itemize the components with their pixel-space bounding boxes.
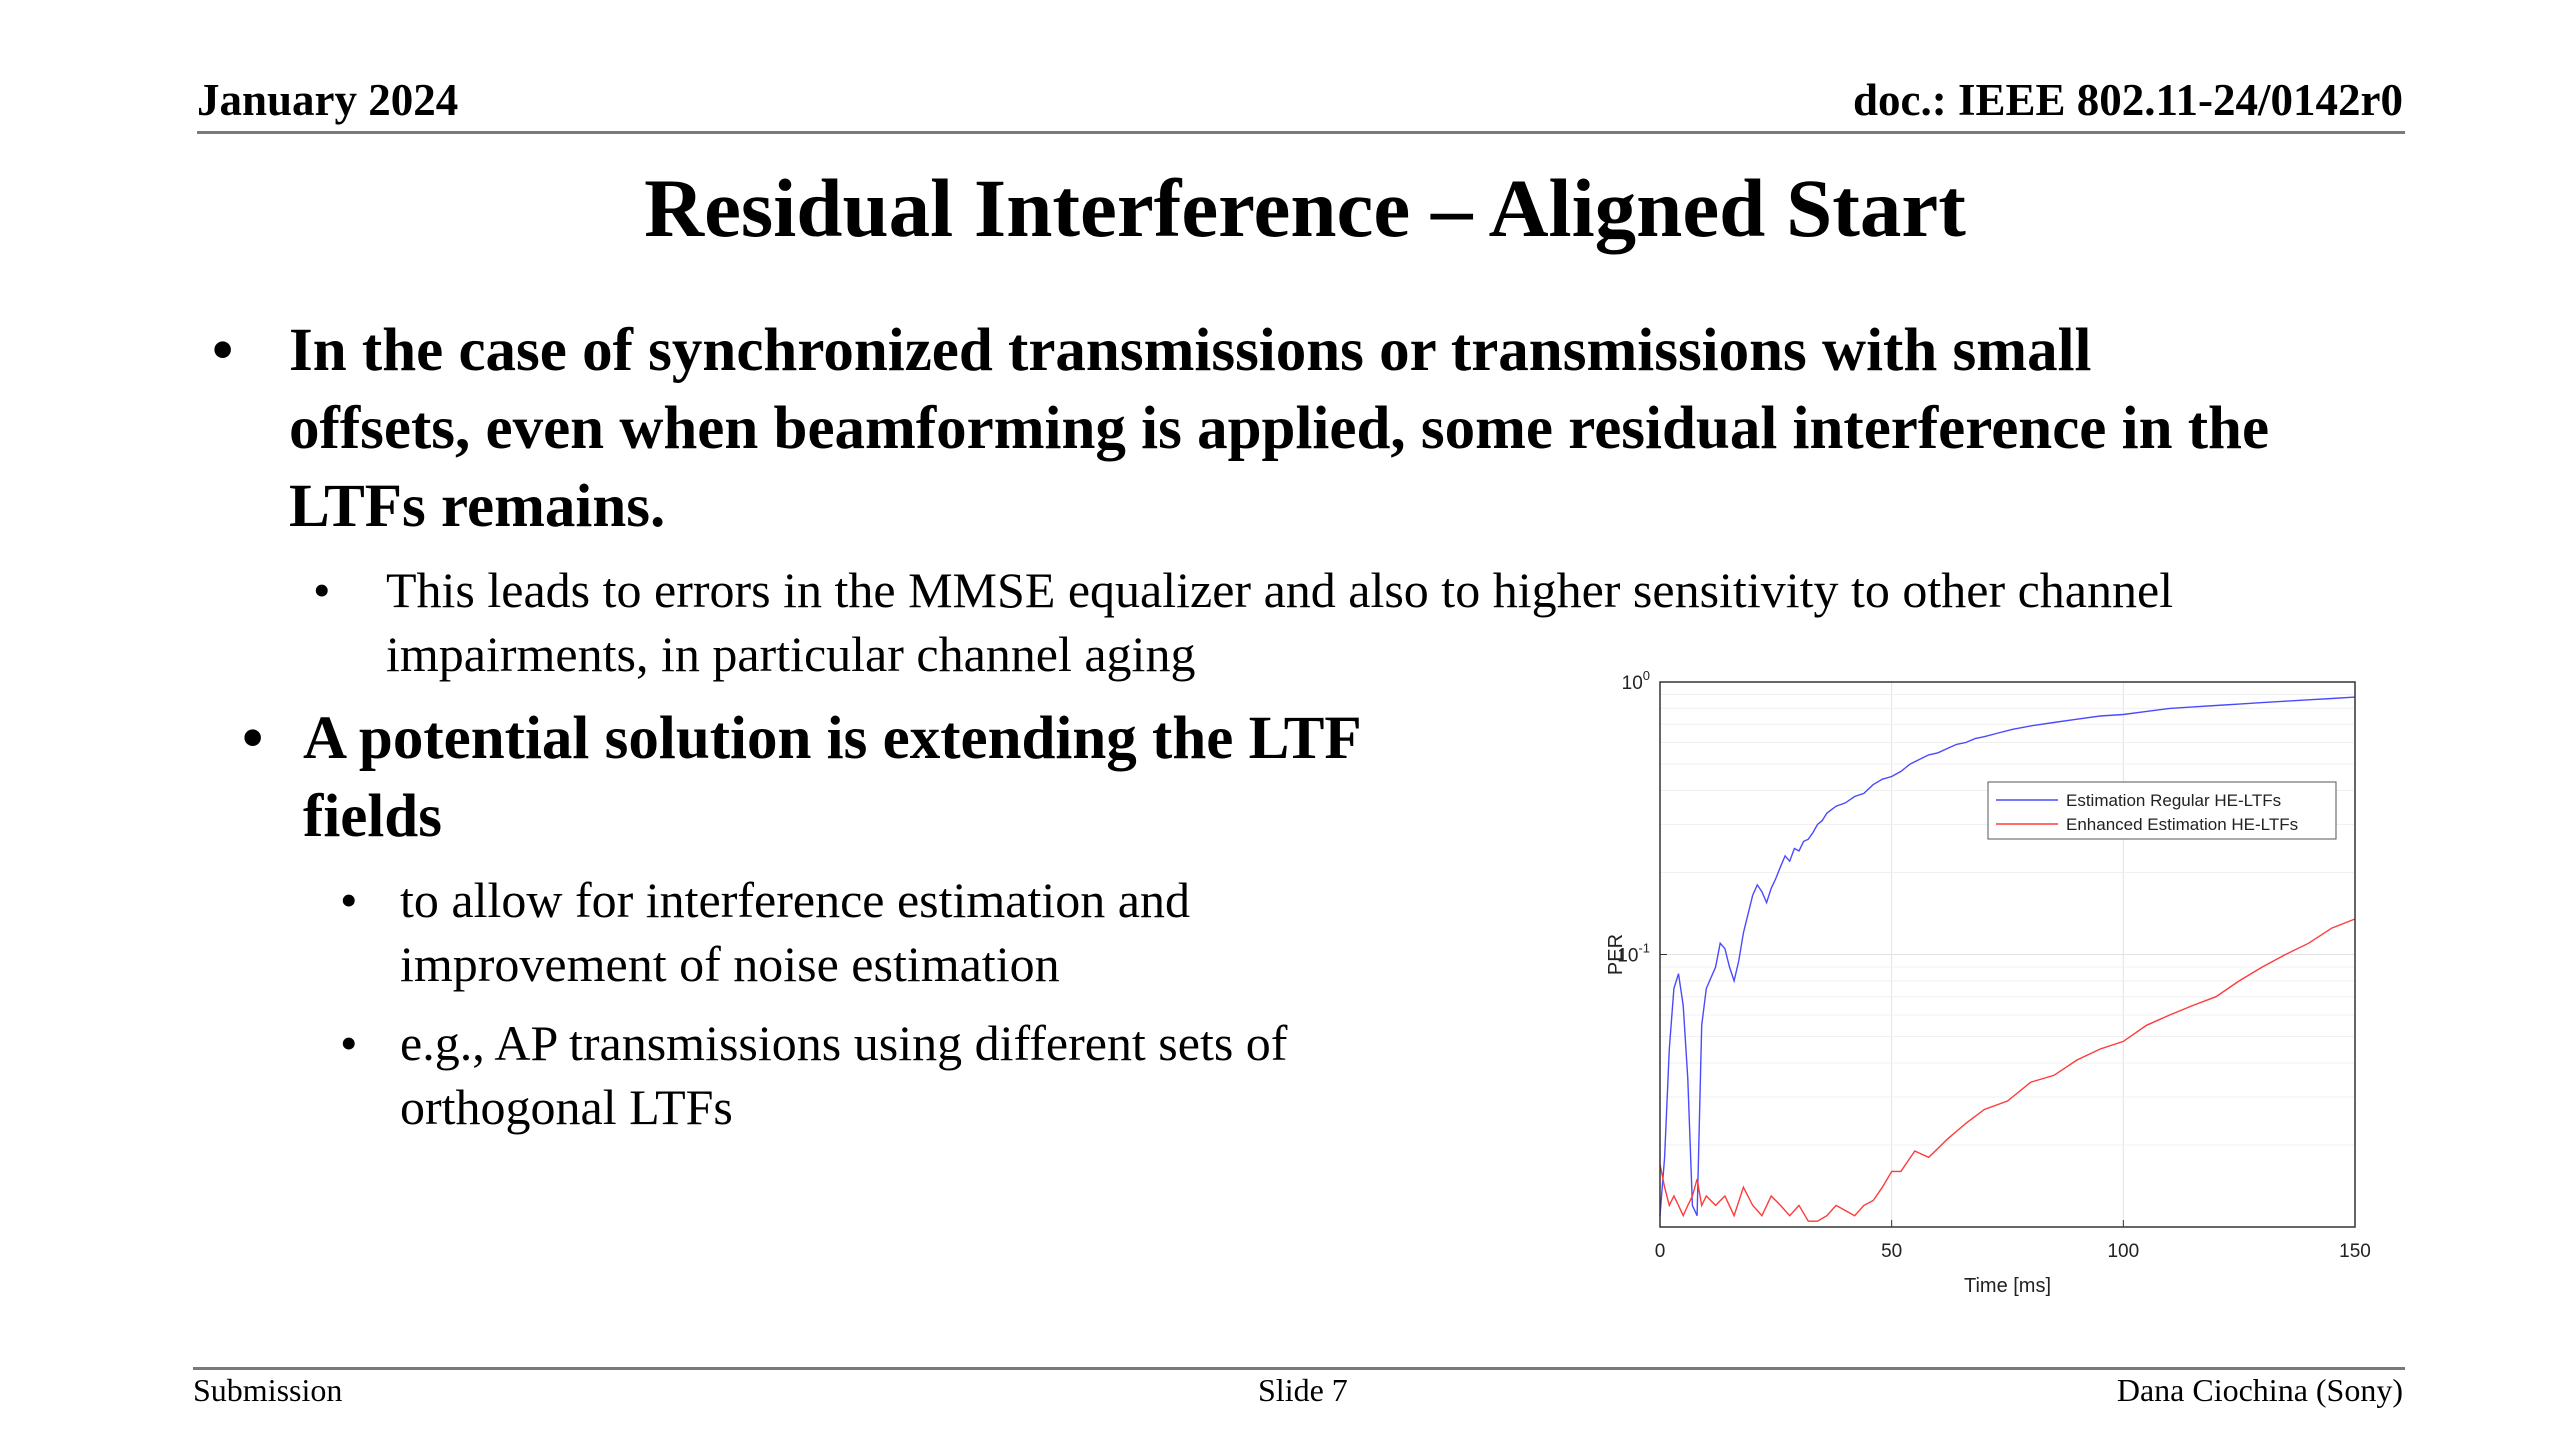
slide-title: Residual Interference – Aligned Start: [644, 162, 1966, 254]
x-tick-label: 0: [1655, 1241, 1666, 1262]
bullet-1-line-3: LTFs remains.: [289, 473, 666, 540]
bullet-2-line-2: fields: [303, 783, 442, 850]
header-doc-id: doc.: IEEE 802.11-24/0142r0: [1852, 75, 2403, 125]
bullet-1-line-2: offsets, even when beamforming is applie…: [289, 395, 2270, 462]
sub-bullet-marker: •: [340, 872, 358, 928]
x-tick-label: 150: [2339, 1241, 2371, 1262]
bullet-2-sub-2: e.g., AP transmissions using different s…: [400, 1011, 1287, 1139]
bullet-1-line-1: In the case of synchronized transmission…: [289, 317, 2092, 384]
legend-label: Enhanced Estimation HE-LTFs: [2066, 815, 2298, 834]
header-divider: [197, 131, 2405, 134]
bullet-2-sub-2-line-1: e.g., AP transmissions using different s…: [400, 1015, 1288, 1071]
legend-box: [1987, 781, 2337, 840]
bullet-marker: •: [212, 317, 234, 384]
bullet-2-line-1: A potential solution is extending the LT…: [303, 705, 1362, 772]
legend-label: Estimation Regular HE-LTFs: [2066, 791, 2281, 810]
series-line-1: [1659, 696, 2356, 1216]
y-tick-label: 100: [1622, 668, 1650, 694]
bullet-marker: •: [242, 705, 264, 772]
series-line-2: [1659, 918, 2356, 1222]
bullet-2-sub-2-line-2: orthogonal LTFs: [400, 1079, 733, 1135]
header-date: January 2024: [197, 75, 459, 125]
sub-bullet-marker: •: [313, 562, 331, 618]
x-tick-label: 50: [1881, 1241, 1902, 1262]
x-axis-label: Time [ms]: [1964, 1275, 2051, 1297]
footer-author: Dana Ciochina (Sony): [2116, 1372, 2403, 1408]
y-axis-label: PER: [1605, 934, 1627, 975]
bullet-1-sub-line-1: This leads to errors in the MMSE equaliz…: [386, 562, 2174, 618]
footer-divider: [193, 1367, 2405, 1370]
x-tick-label: 100: [2107, 1241, 2139, 1262]
bullet-1: In the case of synchronized transmission…: [289, 312, 2269, 546]
bullet-1-sub-line-2: impairments, in particular channel aging: [386, 626, 1196, 682]
sub-bullet-marker: •: [340, 1015, 358, 1071]
legend: Estimation Regular HE-LTFs Enhanced Estim…: [1987, 781, 2337, 840]
bullet-1-sub: This leads to errors in the MMSE equaliz…: [386, 558, 2173, 686]
footer-submission: Submission: [193, 1372, 343, 1408]
bullet-2-sub-1-line-1: to allow for interference estimation and: [400, 872, 1190, 928]
footer-slide-number: Slide 7: [1258, 1372, 1348, 1408]
bullet-2-sub-1-line-2: improvement of noise estimation: [400, 936, 1060, 992]
bullet-2-sub-1: to allow for interference estimation and…: [400, 868, 1190, 996]
bullet-2: A potential solution is extending the LT…: [303, 700, 1362, 856]
